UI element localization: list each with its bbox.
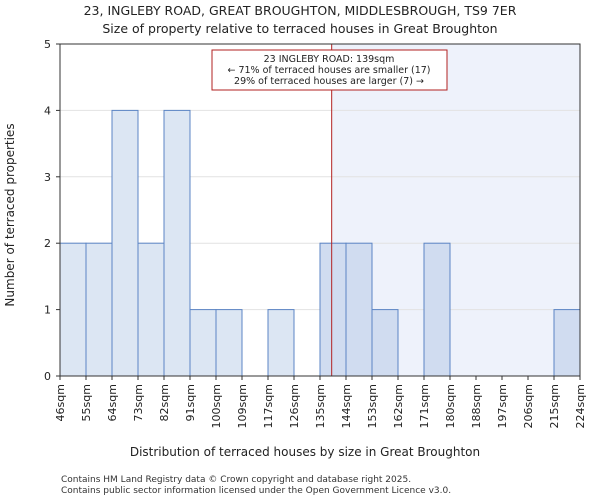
x-tick-label: 73sqm xyxy=(132,384,145,421)
bar-46sqm xyxy=(59,242,87,377)
plot-frame xyxy=(59,43,581,377)
y-axis-label: Number of terraced properties xyxy=(3,123,17,306)
x-axis-ticks: 46sqm 55sqm 64sqm 73sqm 82sqm 91sqm 100sqm 109s… xyxy=(54,376,587,428)
y-tick-label: 0 xyxy=(44,370,51,383)
bar-135sqm xyxy=(319,242,347,377)
annotation-line-1: 23 INGLEBY ROAD: 139sqm xyxy=(264,54,395,65)
y-tick-label: 2 xyxy=(44,237,51,250)
bar-64sqm xyxy=(111,109,139,377)
bar-100sqm xyxy=(215,309,243,377)
x-tick-label: 188sqm xyxy=(470,384,483,428)
x-tick-label: 144sqm xyxy=(340,384,353,428)
y-tick-label: 5 xyxy=(44,38,51,51)
annotation-line-2: ← 71% of terraced houses are smaller (17… xyxy=(227,65,430,76)
y-axis-ticks: 0 1 2 3 4 5 xyxy=(44,38,60,383)
bar-153sqm xyxy=(371,309,399,377)
x-tick-label: 82sqm xyxy=(158,384,171,421)
annotation-line-3: 29% of terraced houses are larger (7) → xyxy=(234,76,424,87)
bar-117sqm xyxy=(267,309,295,377)
x-tick-label: 215sqm xyxy=(548,384,561,428)
chart-title: 23, INGLEBY ROAD, GREAT BROUGHTON, MIDDL… xyxy=(84,3,517,18)
bar-55sqm xyxy=(85,242,113,377)
footer-line-2: Contains public sector information licen… xyxy=(61,486,451,496)
bar-171sqm xyxy=(423,242,451,377)
x-tick-label: 171sqm xyxy=(418,384,431,428)
annotation-box xyxy=(211,49,448,91)
x-axis-label: Distribution of terraced houses by size … xyxy=(130,445,480,459)
x-tick-label: 180sqm xyxy=(444,384,457,428)
x-tick-label: 162sqm xyxy=(392,384,405,428)
bar-82sqm xyxy=(163,109,191,377)
bar-73sqm xyxy=(137,242,165,377)
bars xyxy=(59,109,581,377)
x-tick-label: 117sqm xyxy=(262,384,275,428)
x-tick-label: 206sqm xyxy=(522,384,535,428)
footer-line-1: Contains HM Land Registry data © Crown c… xyxy=(61,475,411,485)
x-tick-label: 224sqm xyxy=(574,384,587,428)
x-tick-label: 55sqm xyxy=(80,384,93,421)
x-tick-label: 197sqm xyxy=(496,384,509,428)
chart-subtitle: Size of property relative to terraced ho… xyxy=(102,21,497,36)
y-tick-label: 4 xyxy=(44,104,51,117)
x-tick-label: 100sqm xyxy=(210,384,223,428)
x-tick-label: 91sqm xyxy=(184,384,197,421)
marker-annotation: 23 INGLEBY ROAD: 139sqm ← 71% of terrace… xyxy=(211,49,448,91)
x-tick-label: 46sqm xyxy=(54,384,67,421)
bar-91sqm xyxy=(189,309,217,377)
y-tick-label: 3 xyxy=(44,171,51,184)
x-tick-label: 135sqm xyxy=(314,384,327,428)
bar-144sqm xyxy=(345,242,373,377)
x-tick-label: 64sqm xyxy=(106,384,119,421)
x-tick-label: 109sqm xyxy=(236,384,249,428)
x-tick-label: 153sqm xyxy=(366,384,379,428)
bar-215sqm xyxy=(553,309,581,377)
y-tick-label: 1 xyxy=(44,304,51,317)
x-tick-label: 126sqm xyxy=(288,384,301,428)
